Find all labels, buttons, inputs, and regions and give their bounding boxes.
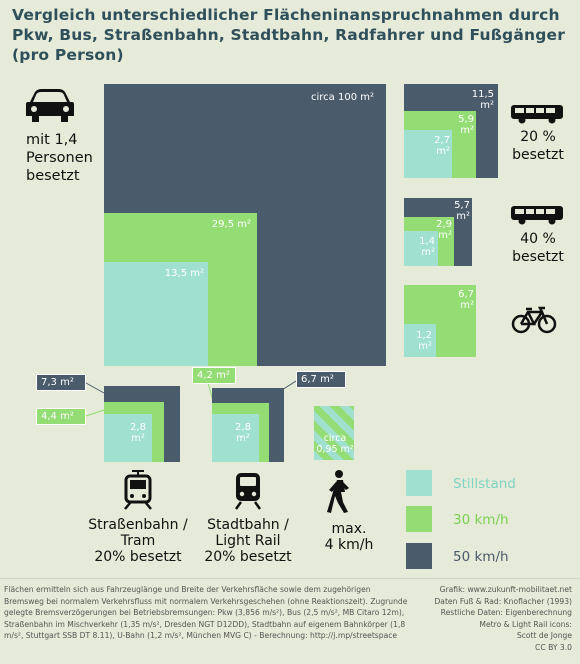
footer <box>0 578 580 664</box>
car-30kmh-label: 29,5 m² <box>211 219 251 230</box>
tram-caption-3: 20% besetzt <box>94 549 182 565</box>
light-rail-icon <box>233 472 263 514</box>
bus20-standstill-area <box>404 130 452 178</box>
tram-30kmh-tag: 4,4 m² <box>36 408 86 425</box>
bike-30kmh-label: 6,7 m² <box>458 289 474 311</box>
bus20-30kmh-label: 5,9 m² <box>458 114 474 136</box>
lightrail-standstill-label: 2,8 m² <box>235 422 251 444</box>
bus-icon <box>510 205 564 229</box>
bike-standstill-area <box>404 324 436 357</box>
bus20-standstill-label: 2,7 m² <box>434 135 450 157</box>
legend-label-standstill: Stillstand <box>453 476 516 492</box>
lightrail-standstill-area <box>212 414 259 462</box>
credit-line: Scott de Jonge <box>516 631 572 641</box>
pedestrian-area <box>314 406 354 460</box>
credit-line: Metro & Light Rail icons: <box>479 619 572 629</box>
bike-standstill-label: 1,2 m² <box>416 330 432 352</box>
credit-line: CC BY 3.0 <box>535 642 572 652</box>
bus40-standstill-area <box>404 231 438 266</box>
bicycle-icon <box>511 306 557 338</box>
tram-standstill-area <box>104 414 152 462</box>
lightrail-30kmh-tag: 4,2 m² <box>192 367 236 384</box>
car-icon <box>26 88 74 128</box>
car-standstill-area <box>104 262 208 366</box>
bus40-50kmh-label: 5,7 m² <box>454 200 470 222</box>
tram-caption-2: Tram <box>120 533 156 549</box>
bus20-50kmh-label: 11,5 m² <box>471 89 494 111</box>
pedestrian-icon <box>324 470 352 518</box>
legend-label-30kmh: 30 km/h <box>453 512 509 528</box>
pedestrian-caption-1: max. <box>331 521 367 537</box>
car-standstill-label: 13,5 m² <box>164 268 204 279</box>
legend-label-50kmh: 50 km/h <box>453 549 509 565</box>
bus40-caption: 40 % besetzt <box>512 231 564 265</box>
footer-methodology-text: Flächen ermitteln sich aus Fahrzeuglänge… <box>4 585 408 641</box>
pedestrian-caption-2: 4 km/h <box>324 537 374 553</box>
legend-swatch-standstill <box>406 470 432 496</box>
tram-icon <box>122 470 154 514</box>
tram-50kmh-tag: 7,3 m² <box>36 374 86 391</box>
car-caption: mit 1,4 Personen besetzt <box>26 132 93 184</box>
car-50kmh-label: circa 100 m² <box>311 92 374 103</box>
bus40-standstill-label: 1,4 m² <box>419 236 435 258</box>
legend-swatch-30kmh <box>406 506 432 532</box>
footer-credits: Grafik: www.zukunft-mobilitaet.net Daten… <box>402 584 572 654</box>
pedestrian-label: circa 0,95 m² <box>316 433 354 455</box>
credit-line: Daten Fuß & Rad: Knoflacher (1993) <box>434 596 572 606</box>
page-title: Vergleich unterschiedlicher Flächeninans… <box>12 6 566 64</box>
tram-standstill-label: 2,8 m² <box>130 422 146 444</box>
credit-line: Restliche Daten: Eigenberechnung <box>440 608 572 618</box>
lightrail-50kmh-tag: 6,7 m² <box>296 371 346 388</box>
bus20-caption: 20 % besetzt <box>512 129 564 163</box>
lightrail-caption-2: Light Rail <box>215 533 281 549</box>
legend-swatch-50kmh <box>406 543 432 569</box>
bus40-30kmh-label: 2,9 m² <box>436 219 452 241</box>
tram-caption-1: Straßenbahn / <box>88 517 188 533</box>
lightrail-caption-3: 20% besetzt <box>204 549 292 565</box>
lightrail-caption-1: Stadtbahn / <box>207 517 289 533</box>
credit-line: Grafik: www.zukunft-mobilitaet.net <box>439 585 572 594</box>
bus-icon <box>510 104 564 128</box>
